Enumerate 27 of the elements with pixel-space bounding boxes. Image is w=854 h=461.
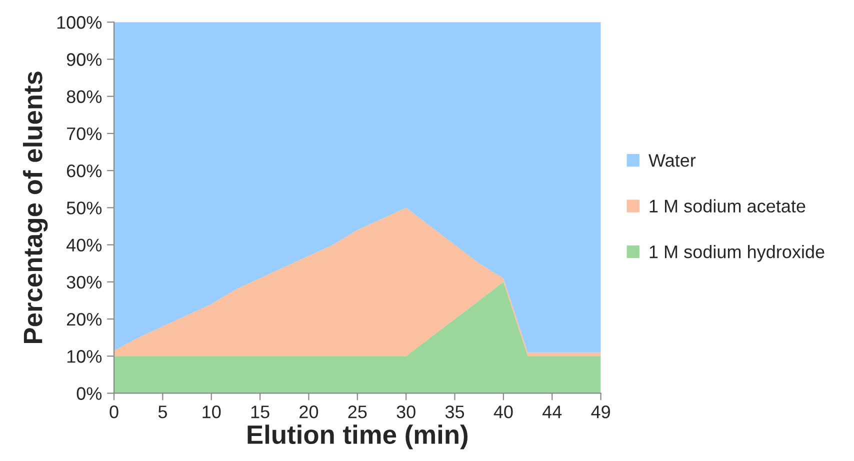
legend-label: 1 M sodium acetate [650,199,806,213]
y-tick-label: 80% [66,90,102,104]
y-tick-label: 40% [66,238,102,252]
legend-label: Water [648,154,696,167]
x-tick-label: 10 [202,406,221,418]
x-tick-label: 5 [158,406,167,418]
y-tick-label: 90% [66,53,102,66]
y-tick-label: 10% [67,350,102,363]
x-tick-label: 35 [445,406,464,418]
x-tick-label: 0 [110,406,118,418]
legend-label: 1 M sodium hydroxide [650,244,824,262]
y-tick-label: 30% [66,276,102,289]
y-tick-label: 100% [57,16,102,29]
y-axis-title: Percentage of eluents [22,72,48,344]
y-tick-label: 70% [66,127,102,140]
x-axis-title: Elution time (min) [248,424,468,450]
y-tick-label: 50% [66,202,102,214]
x-tick-label: 40 [494,406,513,418]
x-tick-label: 30 [396,406,416,418]
x-tick-label: 44 [542,406,562,418]
y-tick-label: 60% [66,164,102,178]
y-tick-label: 0% [76,387,102,400]
y-tick-label: 20% [66,312,102,326]
x-tick-label: 15 [251,406,270,418]
x-tick-label: 25 [348,406,367,418]
x-tick-label: 20 [300,406,318,418]
x-tick-label: 49 [591,406,610,418]
